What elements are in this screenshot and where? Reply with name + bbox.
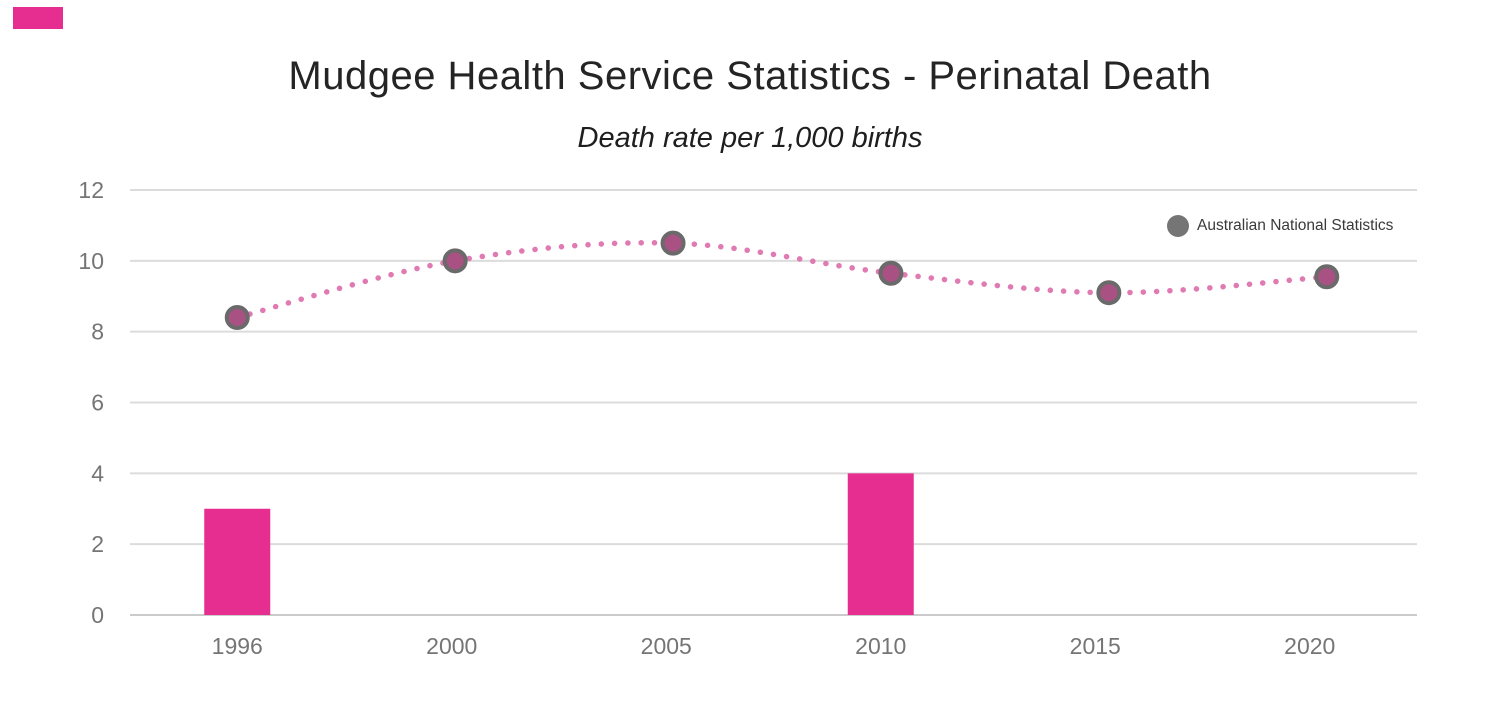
trend-line: [234, 240, 1330, 321]
data-point-1996: [224, 305, 250, 330]
x-tick-label: 2005: [641, 633, 692, 659]
chart-subtitle: Death rate per 1,000 births: [577, 122, 923, 154]
bar-1996: [204, 508, 271, 615]
legend-label: Australian National Statistics: [1197, 217, 1394, 234]
data-point-2020: [1314, 264, 1340, 290]
x-tick-label: 1996: [212, 633, 263, 659]
x-tick-label: 2020: [1284, 633, 1335, 659]
data-point-2010: [878, 260, 904, 286]
legend-marker-icon: [1167, 215, 1189, 237]
data-point-2000: [442, 248, 468, 274]
legend: Australian National Statistics: [1167, 215, 1393, 237]
x-tick-label: 2000: [426, 633, 477, 659]
y-tick-label: 0: [91, 602, 104, 628]
chart-title: Mudgee Health Service Statistics - Perin…: [288, 54, 1212, 98]
y-tick-label: 4: [91, 460, 104, 486]
x-tick-label: 2015: [1070, 633, 1121, 659]
bar-2010: [847, 473, 914, 615]
brand-mark: [13, 7, 63, 29]
y-tick-label: 8: [91, 319, 104, 345]
y-tick-label: 12: [78, 177, 104, 203]
y-tick-label: 6: [91, 390, 104, 416]
data-point-2015: [1096, 280, 1122, 306]
y-tick-label: 10: [78, 248, 104, 274]
y-tick-label: 2: [91, 531, 104, 557]
data-point-2005: [660, 230, 686, 256]
x-tick-label: 2010: [855, 633, 906, 659]
